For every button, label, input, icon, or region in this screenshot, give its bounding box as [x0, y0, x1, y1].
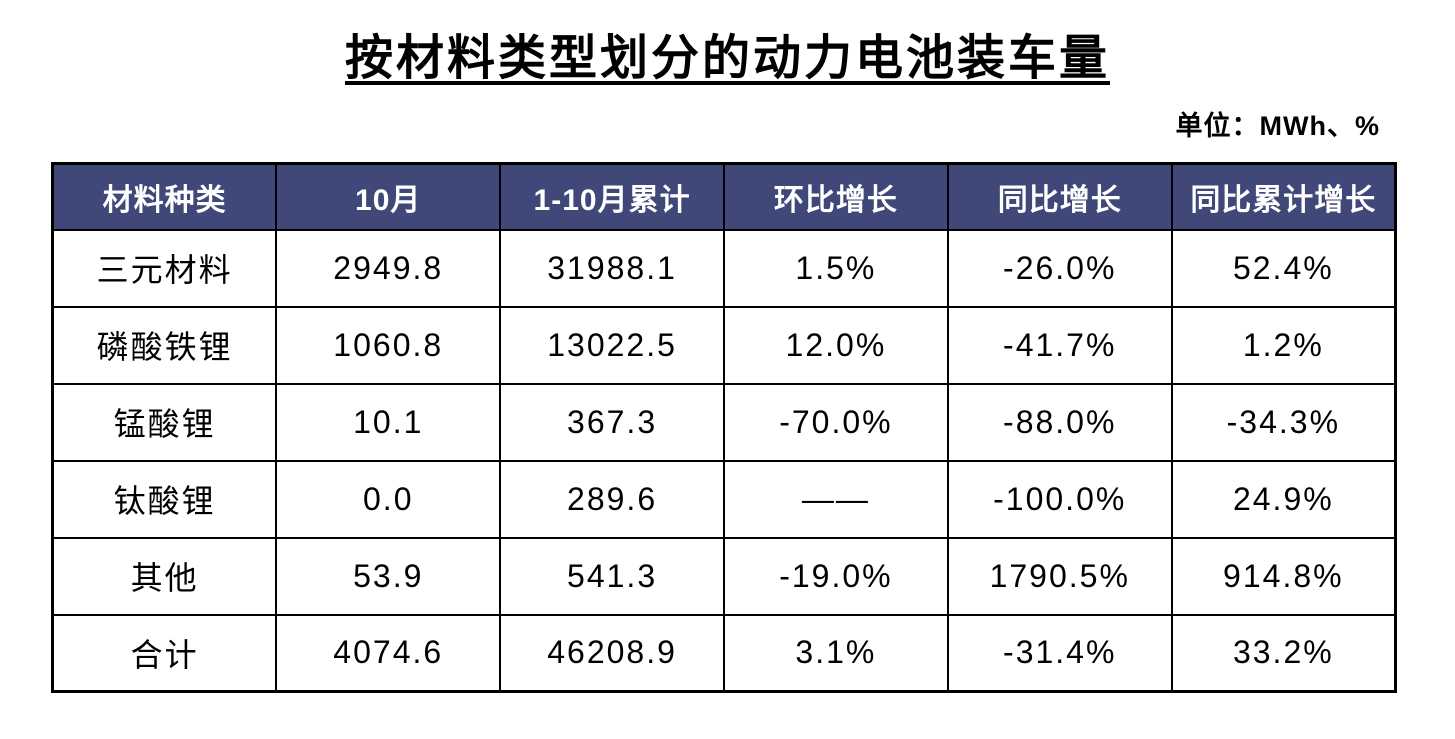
table-cell: 46208.9 [499, 613, 725, 693]
table-row: 钛酸锂 0.0 289.6 —— -100.0% 24.9% [51, 459, 1397, 539]
table-cell: 31988.1 [499, 228, 725, 308]
table-row: 锰酸锂 10.1 367.3 -70.0% -88.0% -34.3% [51, 382, 1397, 462]
table-cell: -100.0% [946, 459, 1173, 539]
table-cell: 53.9 [275, 536, 502, 616]
table-cell: 1.2% [1170, 305, 1397, 385]
table-cell: -26.0% [946, 228, 1173, 308]
table-cell: -41.7% [946, 305, 1173, 385]
row-label: 合计 [51, 613, 278, 693]
table-cell: 289.6 [499, 459, 725, 539]
column-header-material: 材料种类 [51, 162, 278, 231]
unit-label: 单位：MWh、% [1175, 111, 1380, 141]
table-cell: 1060.8 [275, 305, 502, 385]
column-header-october: 10月 [275, 162, 502, 231]
table-cell: 914.8% [1170, 536, 1397, 616]
battery-install-table: 材料种类 10月 1-10月累计 环比增长 同比增长 同比累计增长 三元材料 2… [51, 162, 1397, 693]
row-label: 磷酸铁锂 [51, 305, 278, 385]
table-cell: -34.3% [1170, 382, 1397, 462]
table-cell: 33.2% [1170, 613, 1397, 693]
table-cell: 1.5% [722, 228, 949, 308]
column-header-yoy-cumulative-growth: 同比累计增长 [1170, 162, 1397, 231]
column-header-yoy-growth: 同比增长 [946, 162, 1173, 231]
table-cell: 12.0% [722, 305, 949, 385]
table-header-row: 材料种类 10月 1-10月累计 环比增长 同比增长 同比累计增长 [51, 162, 1397, 231]
table-cell: 24.9% [1170, 459, 1397, 539]
table-cell: 3.1% [722, 613, 949, 693]
table-head: 材料种类 10月 1-10月累计 环比增长 同比增长 同比累计增长 [51, 162, 1397, 231]
table-cell: -19.0% [722, 536, 949, 616]
table-cell-no-data: —— [722, 459, 949, 539]
row-label: 三元材料 [51, 228, 278, 308]
table-cell: 13022.5 [499, 305, 725, 385]
table-cell: 541.3 [499, 536, 725, 616]
table-row: 其他 53.9 541.3 -19.0% 1790.5% 914.8% [51, 536, 1397, 616]
table-row: 三元材料 2949.8 31988.1 1.5% -26.0% 52.4% [51, 228, 1397, 308]
row-label: 钛酸锂 [51, 459, 278, 539]
table-cell: 367.3 [499, 382, 725, 462]
table-cell: 0.0 [275, 459, 502, 539]
table-cell: 2949.8 [275, 228, 502, 308]
row-label: 其他 [51, 536, 278, 616]
table-cell: 52.4% [1170, 228, 1397, 308]
row-label: 锰酸锂 [51, 382, 278, 462]
table-row-total: 合计 4074.6 46208.9 3.1% -31.4% 33.2% [51, 613, 1397, 693]
table-row: 磷酸铁锂 1060.8 13022.5 12.0% -41.7% 1.2% [51, 305, 1397, 385]
table-cell: -88.0% [946, 382, 1173, 462]
page-title: 按材料类型划分的动力电池装车量 [344, 32, 1110, 85]
table-cell: -70.0% [722, 382, 949, 462]
table-cell: 10.1 [275, 382, 502, 462]
table-cell: 1790.5% [946, 536, 1173, 616]
table-cell: -31.4% [946, 613, 1173, 693]
column-header-mom-growth: 环比增长 [722, 162, 949, 231]
table-body: 三元材料 2949.8 31988.1 1.5% -26.0% 52.4% 磷酸… [51, 228, 1397, 693]
table-cell: 4074.6 [275, 613, 502, 693]
column-header-cumulative: 1-10月累计 [499, 162, 725, 231]
